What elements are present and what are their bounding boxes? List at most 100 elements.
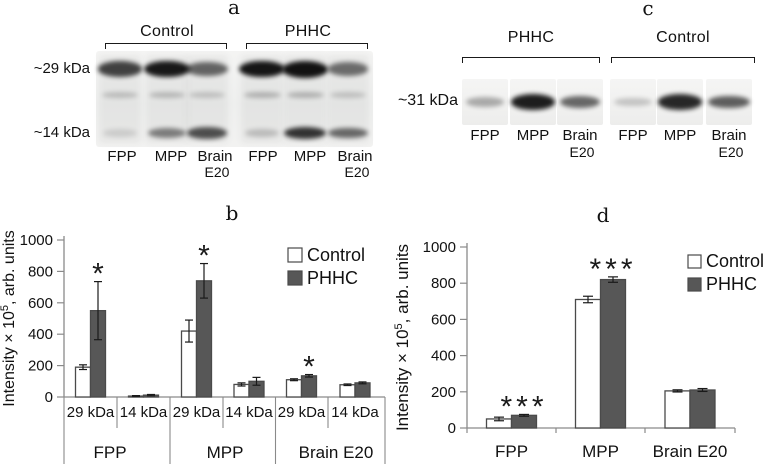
blot-c-marker-31kda: ~31 kDa [397, 92, 458, 109]
lane-label: FPP [107, 148, 137, 165]
y-tick-label: 800 [28, 263, 53, 280]
group-label: Brain E20 [299, 443, 374, 462]
legend-swatch-phhc [687, 277, 702, 292]
error-bar [358, 381, 367, 385]
blot-lane [610, 79, 656, 125]
blot-lane [657, 79, 703, 125]
error-bar [583, 295, 593, 304]
blot-band [329, 91, 367, 99]
blot-c-bracket-phhc [462, 57, 600, 63]
error-bar [494, 416, 504, 422]
error-bar [94, 281, 102, 341]
blot-band [244, 128, 280, 138]
error-bar [237, 382, 246, 387]
panel-d-letter: d [596, 203, 610, 227]
blot-band [283, 126, 327, 140]
blot-c-group-label-control: Control [656, 29, 710, 46]
error-bar [147, 393, 155, 397]
error-bar [252, 376, 261, 386]
subgroup-label: 29 kDa [173, 404, 221, 421]
lane-label: Brain [711, 127, 747, 144]
chart-d: 0 200 400 600 800 1000 Intensity × 105, arb. u… [393, 239, 764, 461]
blot-band [148, 91, 186, 99]
panel-a-letter: a [228, 0, 240, 19]
bar-control [285, 379, 303, 398]
blot-c-bracket-control [611, 57, 755, 63]
blot-band [328, 127, 368, 139]
blot-band [243, 91, 281, 99]
panel-c-letter: c [642, 0, 654, 20]
blot-band [614, 97, 652, 107]
lane-sublabel: E20 [569, 144, 595, 160]
blot-a-membrane [96, 51, 373, 147]
blot-lane [510, 79, 556, 125]
lane-label: FPP [248, 148, 278, 165]
y-tick-label: 200 [28, 358, 53, 375]
y-tick-label: 200 [431, 384, 456, 401]
y-tick-label: 1000 [20, 232, 53, 249]
blot-band [148, 128, 186, 138]
error-bar [305, 373, 313, 378]
error-bar [519, 413, 529, 417]
lane-label: Brain [337, 148, 373, 165]
significance-marker: *** [589, 253, 636, 286]
bar-phhc [599, 278, 627, 429]
lane-sublabel: E20 [344, 164, 370, 180]
blot-band [239, 60, 285, 78]
lane-label: MPP [663, 127, 697, 144]
lane-label: FPP [618, 127, 648, 144]
legend-swatch-control [687, 254, 702, 269]
blot-a-bracket-control [105, 43, 227, 49]
bar-control [74, 366, 92, 398]
significance-marker: * [198, 240, 210, 273]
blot-lane [706, 79, 752, 125]
blot-band [103, 129, 137, 137]
y-tick-label: 400 [28, 326, 53, 343]
error-bar [672, 389, 683, 393]
significance-marker: *** [500, 390, 547, 423]
blot-a-marker-29kda: ~29 kDa [33, 60, 90, 77]
blot-band [98, 61, 142, 77]
blot-a-bracket-phhc [246, 43, 368, 49]
error-bar [608, 276, 618, 283]
group-label: FPP [495, 442, 528, 461]
error-bar [185, 319, 193, 343]
group-label: Brain E20 [653, 442, 728, 461]
y-tick-label: 1000 [423, 239, 456, 256]
group-label: FPP [93, 443, 126, 462]
blot-band [658, 94, 702, 110]
subgroup-label: 14 kDa [120, 404, 168, 421]
lane-label: FPP [470, 127, 500, 144]
blot-a-group-label-control: Control [140, 23, 194, 40]
blot-c-group-label-phhc: PHHC [507, 29, 555, 46]
subgroup-label: 14 kDa [225, 404, 273, 421]
lane-label: MPP [154, 148, 188, 165]
blot-a-marker-14kda: ~14 kDa [33, 124, 90, 141]
bar-control [339, 384, 356, 398]
bar-phhc [689, 389, 716, 429]
blot-band [186, 127, 228, 139]
subgroup-label: 14 kDa [331, 404, 379, 421]
blot-band [101, 91, 139, 99]
blot-a-group-label-phhc: PHHC [284, 23, 332, 40]
y-tick-label: 400 [431, 348, 456, 365]
blot-band [708, 95, 750, 109]
blot-band [186, 62, 228, 76]
y-tick-label: 800 [431, 275, 456, 292]
blot-band [282, 60, 328, 78]
y-tick-label: 0 [448, 420, 456, 437]
blot-band [327, 62, 369, 76]
legend-swatch-control [287, 247, 303, 263]
error-bar [343, 383, 352, 387]
group-label: MPP [582, 442, 619, 461]
panel-b-letter: b [225, 201, 239, 225]
y-tick-label: 600 [28, 295, 53, 312]
blot-lane [462, 79, 508, 125]
blot-band [559, 95, 601, 109]
error-bar [290, 378, 298, 382]
significance-marker: * [92, 258, 104, 291]
blot-lane [557, 79, 603, 125]
